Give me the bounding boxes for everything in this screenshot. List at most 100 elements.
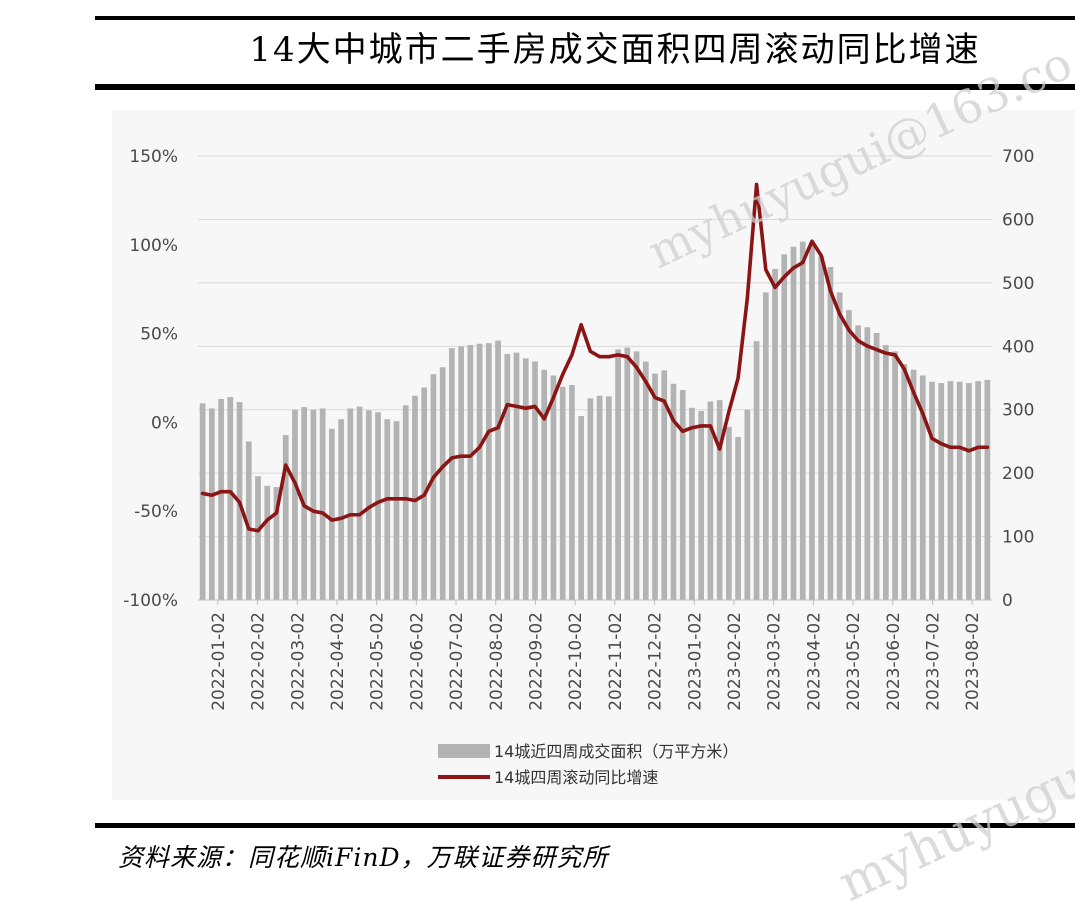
bar: [929, 381, 935, 600]
bar: [744, 409, 751, 600]
right-axis-tick: 700: [1002, 147, 1034, 167]
line-series: [200, 182, 990, 533]
x-axis-tick: 2022-10-02: [566, 612, 586, 711]
bar: [347, 408, 354, 600]
bar: [504, 353, 511, 600]
x-axis-tick: 2022-03-02: [288, 612, 308, 711]
bar: [753, 341, 760, 600]
bar: [846, 310, 852, 600]
top-rule: [95, 16, 1075, 20]
bar: [467, 345, 474, 600]
x-axis-tick: 2022-05-02: [368, 612, 388, 711]
bar: [208, 408, 215, 600]
bar: [919, 375, 926, 600]
left-axis-tick: 100%: [129, 236, 178, 256]
bar: [956, 381, 963, 600]
bar: [910, 369, 917, 600]
bar: [864, 327, 871, 600]
footer-rule: [95, 823, 1075, 828]
x-axis-tick: 2022-07-02: [447, 612, 467, 711]
bar: [412, 395, 418, 600]
bar: [670, 383, 677, 600]
bar: [365, 410, 372, 600]
bar: [772, 268, 778, 600]
left-axis-tick: 150%: [129, 147, 178, 167]
growth-rate-line: [200, 182, 990, 533]
bar: [227, 397, 234, 600]
bar: [901, 364, 908, 600]
bar: [689, 407, 695, 600]
x-axis-tick: 2023-06-02: [884, 612, 904, 711]
bar: [762, 292, 769, 600]
right-axis-tick: 100: [1002, 528, 1034, 548]
right-axis-tick: 500: [1002, 274, 1034, 294]
left-axis-tick: -100%: [123, 591, 178, 611]
source-note: 资料来源：同花顺iFinD，万联证券研究所: [118, 843, 609, 872]
grid-lines: [198, 155, 992, 601]
x-axis-tick: 2022-04-02: [328, 612, 348, 711]
bar: [633, 351, 640, 600]
bar: [541, 369, 548, 600]
bar: [624, 347, 631, 600]
right-axis-tick: 0: [1002, 591, 1013, 611]
bar: [559, 386, 566, 600]
bar: [587, 398, 594, 600]
bar: [679, 390, 686, 600]
x-axis-tick: 2022-08-02: [487, 612, 507, 711]
bar: [476, 343, 483, 600]
bar: [495, 340, 501, 600]
bar: [356, 406, 363, 600]
page-title: 14大中城市二手房成交面积四周滚动同比增速: [249, 30, 981, 70]
x-axis-tick: 2023-04-02: [804, 612, 824, 711]
bar-series: [199, 241, 991, 601]
legend-line-label: 14城四周滚动同比增速: [494, 768, 658, 787]
chart-svg: 700 600 500 400 300 200 100 0 150% 100% 50% 0% -50% -…: [123, 147, 1034, 787]
x-axis-tick: 2022-09-02: [526, 612, 546, 711]
bar: [661, 370, 668, 600]
bar: [716, 400, 723, 600]
bar: [449, 348, 455, 600]
bar: [292, 409, 298, 600]
bar: [384, 419, 391, 600]
bar: [458, 346, 464, 600]
left-axis-tick: 50%: [140, 325, 178, 345]
bar: [532, 361, 538, 600]
x-axis-tick: 2022-12-02: [646, 612, 666, 711]
x-axis-tick: 2023-05-02: [844, 612, 864, 711]
bar: [218, 398, 224, 600]
bar: [836, 292, 843, 600]
bar: [818, 256, 825, 600]
bar: [310, 409, 317, 600]
bar: [642, 361, 649, 600]
x-axis-tick: 2022-01-02: [209, 612, 229, 711]
bar: [439, 367, 446, 600]
title-underline: [95, 84, 1075, 90]
axes: 700 600 500 400 300 200 100 0 150% 100% 50% 0% -50% -…: [123, 147, 1034, 711]
bar: [375, 412, 381, 600]
bar: [393, 421, 400, 600]
left-axis-tick: -50%: [134, 502, 178, 522]
bar: [319, 408, 326, 600]
right-axis-tick: 400: [1002, 337, 1034, 357]
bar: [264, 485, 271, 600]
x-axis-tick: 2022-11-02: [606, 612, 626, 711]
right-axis-tick: 600: [1002, 210, 1034, 230]
bar: [735, 436, 741, 600]
bar: [513, 352, 520, 600]
bar: [615, 349, 621, 600]
bar: [984, 379, 991, 600]
bar: [938, 383, 945, 600]
bar: [827, 267, 834, 600]
x-axis-tick: 2022-06-02: [407, 612, 427, 711]
legend-bar-label: 14城近四周成交面积（万平方米）: [494, 742, 738, 761]
bar: [781, 254, 788, 600]
bar: [698, 410, 705, 600]
bar: [947, 381, 954, 600]
x-axis-tick: 2023-07-02: [923, 612, 943, 711]
bar: [402, 405, 409, 600]
bar: [790, 246, 797, 600]
x-axis-tick: 2023-03-02: [765, 612, 785, 711]
bar: [855, 325, 861, 600]
x-axis-tick: 2022-02-02: [249, 612, 269, 711]
bar: [892, 351, 898, 600]
